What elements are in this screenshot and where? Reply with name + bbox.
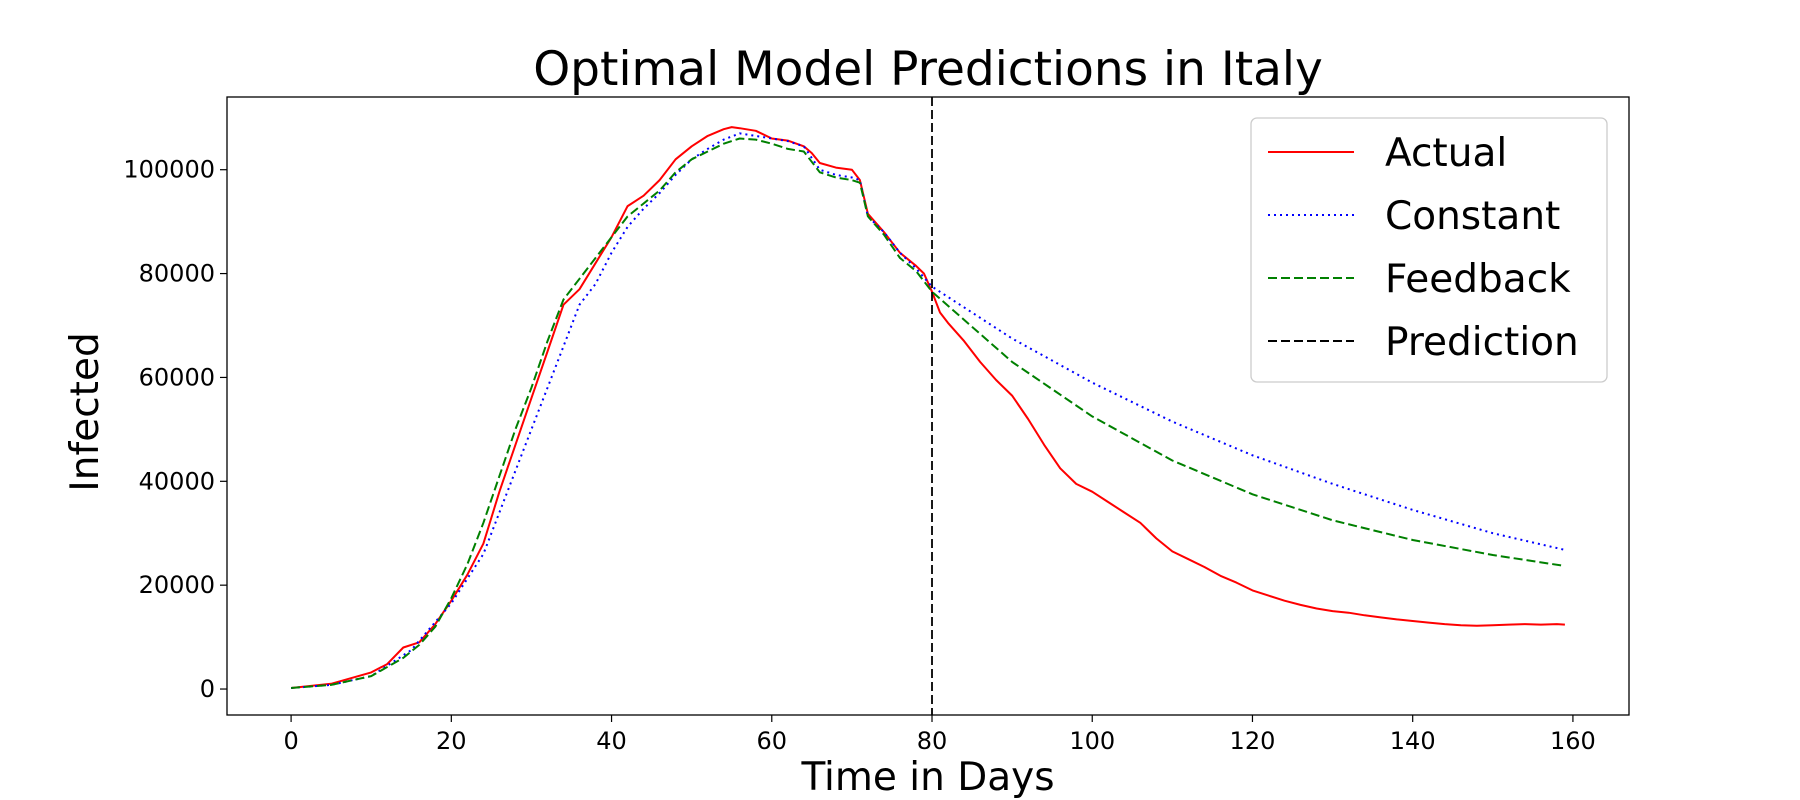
x-axis-label: Time in Days	[800, 755, 1054, 800]
y-tick-label: 20000	[139, 571, 215, 599]
legend-box	[1250, 117, 1608, 383]
x-tick-label: 0	[283, 727, 298, 755]
y-tick-label: 0	[200, 675, 215, 703]
ticks-layer: 0 20 40 60 80 100 120 140 160 0 20000 40000 60000 800…	[123, 156, 1595, 755]
legend-label-actual: Actual	[1385, 131, 1507, 176]
x-tick-label: 140	[1390, 727, 1436, 755]
x-tick-label: 20	[436, 727, 467, 755]
x-tick-label: 160	[1550, 727, 1596, 755]
series-line-constant	[291, 132, 1566, 689]
series-line-feedback	[291, 137, 1566, 689]
chart-title: Optimal Model Predictions in Italy	[533, 42, 1323, 97]
y-tick-label: 80000	[139, 260, 215, 288]
x-tick-label: 100	[1069, 727, 1115, 755]
x-tick-label: 60	[757, 727, 788, 755]
x-tick-label: 40	[596, 727, 627, 755]
legend-label-constant: Constant	[1385, 194, 1560, 239]
y-tick-label: 100000	[123, 156, 215, 184]
plot-frame	[226, 96, 1630, 716]
y-tick-label: 60000	[139, 363, 215, 391]
x-tick-label: 80	[917, 727, 948, 755]
y-axis-label: Infected	[63, 332, 108, 491]
series-line-actual	[290, 126, 1565, 689]
x-tick-label: 120	[1230, 727, 1276, 755]
legend-label-feedback: Feedback	[1385, 257, 1571, 302]
series-layer	[290, 97, 1566, 715]
legend: Actual Constant Feedback Prediction	[1250, 117, 1608, 383]
legend-label-prediction: Prediction	[1385, 320, 1579, 365]
y-tick-label: 40000	[139, 467, 215, 495]
